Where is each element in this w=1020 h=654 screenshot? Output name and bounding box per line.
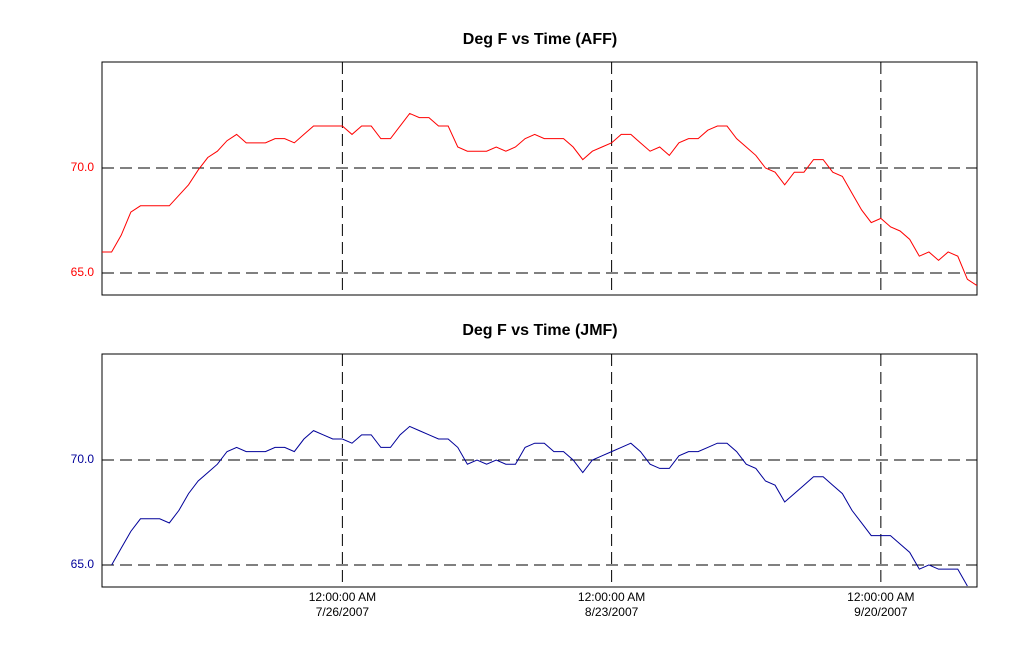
x-tick-label: 8/23/2007 bbox=[585, 605, 639, 619]
x-tick-label: 12:00:00 AM bbox=[578, 590, 645, 604]
y-tick-label: 65.0 bbox=[71, 265, 95, 279]
data-line bbox=[102, 112, 977, 286]
x-tick-label: 12:00:00 AM bbox=[847, 590, 914, 604]
y-tick-label: 70.0 bbox=[71, 452, 95, 466]
x-tick-label: 12:00:00 AM bbox=[309, 590, 376, 604]
y-tick-label: 65.0 bbox=[71, 557, 95, 571]
plot-frame bbox=[101, 61, 978, 296]
chart-title: Deg F vs Time (AFF) bbox=[463, 31, 617, 48]
data-line bbox=[111, 425, 968, 587]
chart-title: Deg F vs Time (JMF) bbox=[462, 322, 617, 339]
plot-frame bbox=[101, 353, 978, 588]
x-tick-label: 9/20/2007 bbox=[854, 605, 908, 619]
x-tick-label: 7/26/2007 bbox=[316, 605, 370, 619]
y-tick-label: 70.0 bbox=[71, 160, 95, 174]
